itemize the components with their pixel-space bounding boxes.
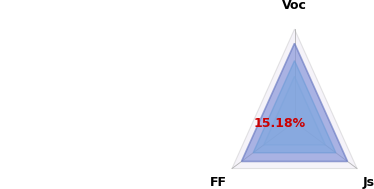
Text: Jsc: Jsc: [362, 176, 374, 189]
Polygon shape: [232, 29, 357, 169]
Polygon shape: [264, 76, 325, 145]
Polygon shape: [253, 61, 336, 153]
Text: Voc: Voc: [282, 0, 307, 12]
Polygon shape: [242, 43, 347, 161]
Text: FF: FF: [210, 176, 227, 189]
Text: 15.18%: 15.18%: [254, 117, 306, 130]
